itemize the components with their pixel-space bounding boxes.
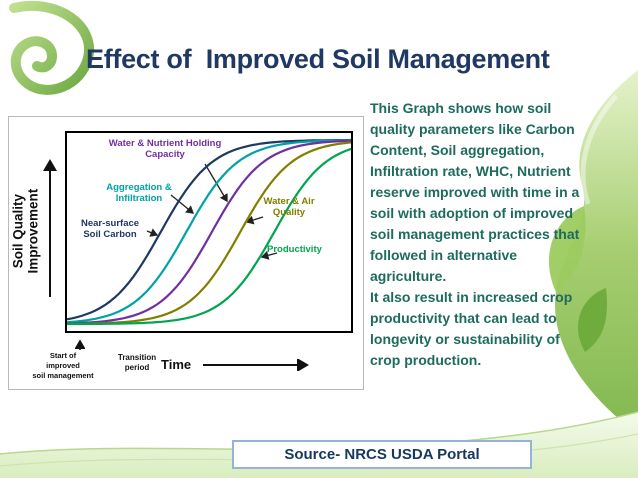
x-axis-annotations: Start of improved soil management Transi…: [9, 335, 365, 389]
curve-label-productivity: Productivity: [267, 244, 322, 255]
description-text: This Graph shows how soil quality parame…: [370, 98, 584, 371]
curve-label-water-air-quality: Water & Air Quality: [263, 196, 315, 218]
curve-label-aggregation-infiltration: Aggregation & Infiltration: [106, 182, 172, 204]
annotation-transition-period: Transition period: [117, 353, 157, 373]
curve-near-surface-soil-carbon: [67, 138, 351, 321]
y-axis-arrow-icon: [43, 159, 57, 297]
sigmoid-curves: [67, 138, 351, 326]
x-axis-label: Time: [161, 357, 192, 372]
curve-label-near-surface-soil-carbon: Near-surface Soil Carbon: [80, 218, 140, 240]
plot-area: Water & Nutrient Holding Capacity Aggreg…: [65, 131, 353, 333]
curve-water-nutrient-holding-capacity: [67, 139, 351, 325]
curve-productivity: [67, 147, 351, 326]
slide-title: Effect of Improved Soil Management: [86, 44, 550, 74]
soil-quality-chart: Soil Quality Improvement Water & Nutrien…: [8, 116, 364, 390]
annotation-start-of-improved-soil-management: Start of improved soil management: [32, 351, 94, 380]
description-paragraph-2: It also result in increased crop product…: [370, 289, 573, 368]
y-axis-label-wrap: Soil Quality Improvement: [5, 125, 45, 337]
curve-aggregation-infiltration: [67, 139, 351, 324]
curve-label-water-nutrient-holding-capacity: Water & Nutrient Holding Capacity: [108, 138, 222, 160]
source-box: Source- NRCS USDA Portal: [232, 440, 532, 469]
leaf-swirl-icon: [9, 1, 95, 95]
start-up-arrow-icon: [75, 339, 85, 350]
description-paragraph-1: This Graph shows how soil quality parame…: [370, 100, 580, 284]
y-axis-label: Soil Quality Improvement: [9, 188, 40, 274]
time-axis-arrow-icon: [203, 359, 309, 371]
source-text: Source- NRCS USDA Portal: [284, 446, 480, 463]
